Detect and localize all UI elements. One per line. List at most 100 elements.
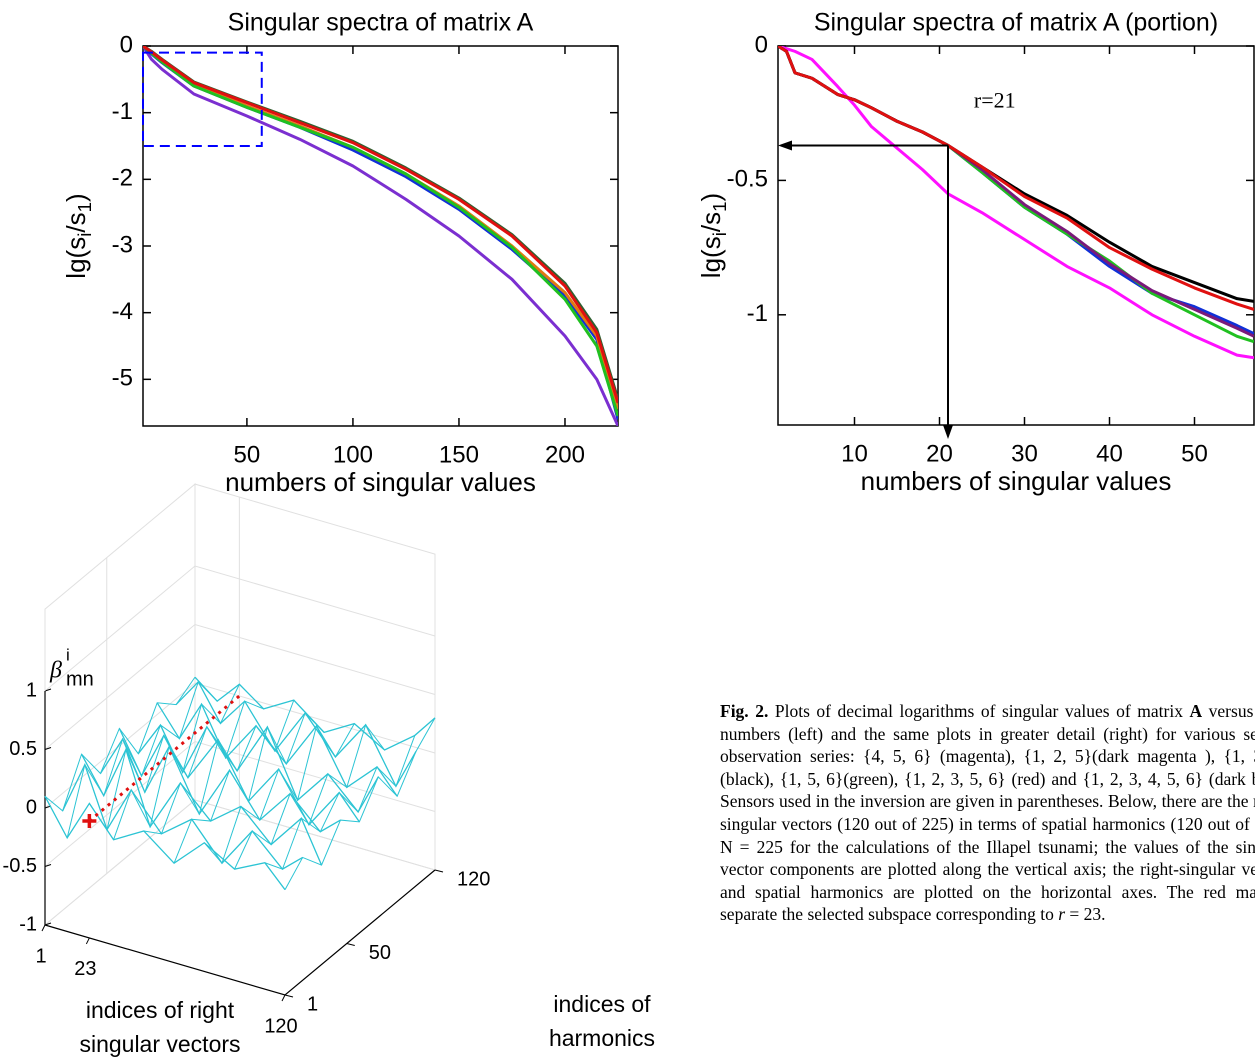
caption-text: Plots of decimal logarithms of singular … xyxy=(768,701,1190,721)
surface-row xyxy=(118,728,360,826)
surface-row xyxy=(99,737,341,833)
series-line xyxy=(143,46,618,400)
x-tick-label: 1 xyxy=(35,945,46,967)
x-tick-label: 150 xyxy=(439,441,479,468)
y-tick-label: -5 xyxy=(112,365,133,392)
caption-text: versus their numbers (left) and the same… xyxy=(720,701,1255,925)
z-tick-label: 1 xyxy=(26,679,37,701)
z-tick xyxy=(44,688,52,692)
y-tick xyxy=(346,943,355,947)
y-axis-label-part: lg(s xyxy=(61,237,91,279)
y-axis-label-part: 1 xyxy=(74,202,95,212)
y-axis-label: lg(si/s1) xyxy=(696,193,730,278)
x-tick xyxy=(41,924,46,932)
chart-title: Singular spectra of matrix A xyxy=(228,9,534,37)
y-tick xyxy=(284,994,294,998)
y-tick-label: -1 xyxy=(112,98,133,125)
y-tick-label: 0 xyxy=(120,31,133,58)
plot-box xyxy=(777,45,1255,426)
arrow-head xyxy=(943,425,953,439)
y-tick xyxy=(434,869,444,873)
x-axis-label: numbers of singular values xyxy=(861,466,1172,496)
surface-mesh xyxy=(66,680,218,838)
surface-row xyxy=(62,762,303,870)
x-axis-label: indices of right xyxy=(86,997,235,1023)
arrow-head xyxy=(778,140,792,151)
surface-mesh xyxy=(203,723,355,865)
y-axis-label: lg(si/s1) xyxy=(61,193,95,278)
subspace-line xyxy=(88,694,241,823)
series-group xyxy=(778,46,1254,360)
x-tick-label: 120 xyxy=(264,1015,297,1037)
x-tick-label: 40 xyxy=(1096,440,1123,467)
surface-mesh xyxy=(113,700,264,840)
x-axis-label: numbers of singular values xyxy=(225,467,536,497)
back-wall xyxy=(194,483,436,871)
z-axis-label: mn xyxy=(66,668,94,690)
surface-row xyxy=(156,702,398,797)
z-tick-label: 0.5 xyxy=(9,738,37,760)
surface-row xyxy=(44,795,286,891)
axis-line xyxy=(44,691,436,996)
y-axis-label-part: /s xyxy=(696,212,726,232)
surface-mesh xyxy=(264,735,416,870)
surface-row xyxy=(175,680,417,788)
x-tick-label: 100 xyxy=(333,441,373,468)
y-axis-label-part: ) xyxy=(696,193,726,202)
series-line xyxy=(778,46,1254,360)
surface-mesh xyxy=(234,723,385,870)
x-tick-label: 50 xyxy=(234,441,261,468)
y-axis-label-part: ) xyxy=(61,193,91,202)
y-tick-label: 120 xyxy=(457,868,490,890)
surface-mesh xyxy=(173,712,325,864)
z-tick-label: -1 xyxy=(19,913,37,935)
x-tick-label: 30 xyxy=(1011,440,1038,467)
y-axis-label: harmonics xyxy=(549,1025,655,1051)
surface-mesh xyxy=(143,699,295,835)
y-tick-label: 1 xyxy=(307,993,318,1015)
caption-text: A xyxy=(1189,701,1203,721)
x-tick-label: 20 xyxy=(926,440,953,467)
y-tick-label: -4 xyxy=(112,298,133,325)
y-tick-label: -0.5 xyxy=(727,166,768,193)
z-tick-label: -0.5 xyxy=(3,855,37,877)
y-tick-label: -1 xyxy=(747,300,768,327)
series-line xyxy=(143,46,618,426)
x-tick-label: 50 xyxy=(1181,440,1208,467)
x-tick-label: 10 xyxy=(841,440,868,467)
zoom-box xyxy=(142,51,263,148)
caption-label: Fig. 2. xyxy=(720,701,769,721)
y-axis-label-part: i xyxy=(709,232,730,236)
series-line xyxy=(143,46,618,410)
plot-box xyxy=(142,45,619,427)
series-group xyxy=(143,46,618,426)
caption-text: = 23. xyxy=(1065,904,1106,925)
series-line xyxy=(778,46,1254,311)
y-axis-label-part: /s xyxy=(61,212,91,232)
caption-box: Fig. 2. Plots of decimal logarithms of s… xyxy=(720,700,1255,1059)
z-axis-label: i xyxy=(66,645,70,664)
y-tick-label: -2 xyxy=(112,165,133,192)
y-axis-label-part: lg(s xyxy=(696,236,726,278)
x-tick xyxy=(281,994,286,1002)
y-tick-label: 50 xyxy=(369,942,391,964)
surface-mesh xyxy=(284,717,436,890)
y-tick-label: -3 xyxy=(112,231,133,258)
x-tick xyxy=(85,937,90,945)
annotation: r=21 xyxy=(974,87,1016,112)
caption: Fig. 2. Plots of decimal logarithms of s… xyxy=(720,700,1255,926)
z-tick xyxy=(44,747,52,750)
series-line xyxy=(778,46,1254,344)
x-tick-label: 23 xyxy=(74,958,96,980)
surface-mesh xyxy=(44,676,196,812)
series-line xyxy=(143,46,618,404)
z-axis-label: β xyxy=(49,658,62,684)
y-axis-label: indices of xyxy=(553,991,651,1017)
x-axis-label: singular vectors xyxy=(79,1031,240,1057)
surface-row xyxy=(80,747,323,866)
y-axis-label-part: 1 xyxy=(709,201,730,211)
chart-title: Singular spectra of matrix A (portion) xyxy=(814,9,1218,37)
y-axis-label-part: i xyxy=(74,233,95,237)
z-tick-label: 0 xyxy=(26,796,37,818)
